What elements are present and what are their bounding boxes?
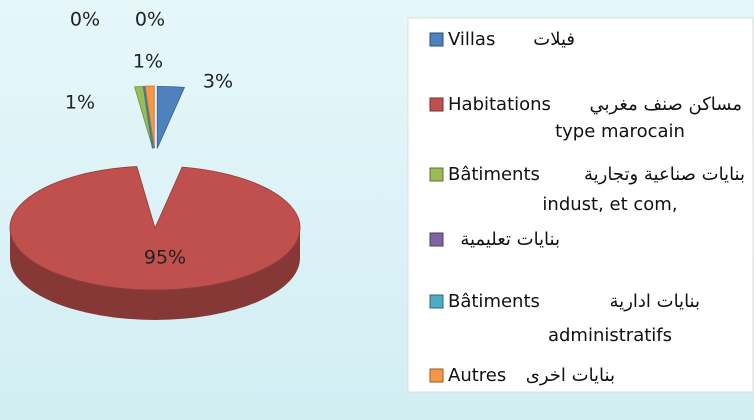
legend-label: بنايات تعليمية — [460, 229, 560, 250]
legend-label: indust, et com, — [542, 194, 677, 215]
legend-label: Habitations — [448, 94, 551, 115]
slice-side — [10, 228, 300, 320]
slice — [144, 85, 155, 149]
legend-label: Villas — [448, 29, 495, 50]
legend-label: Bâtiments — [448, 164, 540, 185]
data-label: 0% — [70, 9, 100, 31]
legend-label: بنايات اخرى — [526, 365, 615, 386]
data-label: 3% — [203, 71, 233, 93]
legend-swatch — [429, 97, 444, 112]
legend-label: مساكن صنف مغربي — [589, 94, 742, 115]
legend-label: بنايات ادارية — [610, 291, 700, 312]
slice — [9, 166, 301, 291]
slice — [156, 85, 186, 149]
data-label: 0% — [135, 9, 165, 31]
legend-label: بنايات صناعية وتجارية — [584, 164, 745, 185]
data-label: 1% — [133, 51, 163, 73]
legend-label: administratifs — [548, 325, 672, 346]
legend-swatch — [429, 232, 444, 247]
legend-swatch — [429, 32, 444, 47]
pie: 3% 95% 1% 0% 0% 1% — [9, 9, 301, 320]
data-label: 95% — [144, 247, 186, 269]
slice — [142, 86, 155, 149]
legend-label: فيلات — [533, 29, 575, 50]
legend-label: Autres — [448, 365, 506, 386]
legend-label: type marocain — [555, 121, 685, 142]
legend-swatch — [429, 167, 444, 182]
legend: Villas فيلات Habitations مساكن صنف مغربي typ… — [429, 29, 745, 386]
data-label: 1% — [65, 92, 95, 114]
legend-label: Bâtiments — [448, 291, 540, 312]
legend-box — [407, 17, 754, 393]
legend-swatch — [429, 294, 444, 309]
legend-swatch — [429, 368, 444, 383]
